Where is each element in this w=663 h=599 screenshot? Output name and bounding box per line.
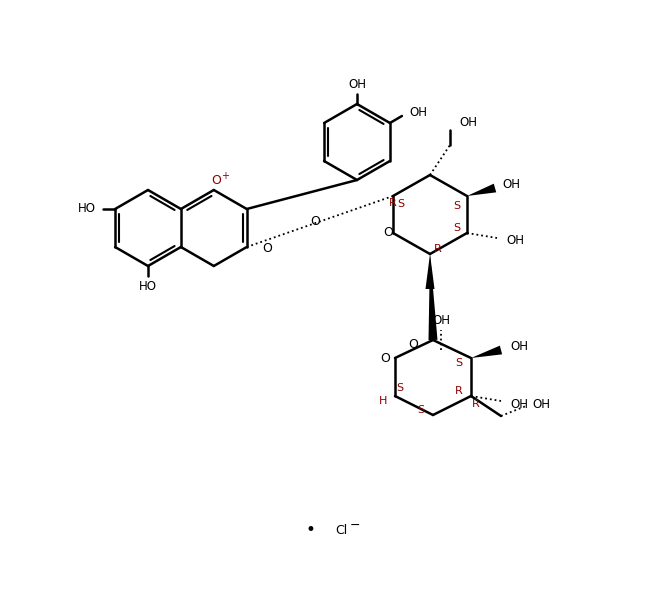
Text: OH: OH (459, 116, 477, 129)
Text: OH: OH (502, 177, 520, 190)
Text: O: O (408, 338, 418, 352)
Text: O: O (380, 352, 390, 365)
Text: HO: HO (78, 202, 96, 216)
Text: −: − (350, 519, 360, 531)
Polygon shape (428, 254, 438, 340)
Text: O: O (310, 215, 320, 228)
Text: S: S (418, 405, 424, 415)
Polygon shape (426, 254, 434, 289)
Text: OH: OH (510, 398, 528, 410)
Text: HO: HO (139, 280, 157, 292)
Text: O: O (262, 243, 272, 256)
Text: O: O (383, 226, 393, 240)
Text: R: R (472, 399, 480, 409)
Text: OH: OH (432, 313, 450, 326)
Text: OH: OH (409, 107, 427, 119)
Text: OH: OH (510, 340, 528, 352)
Text: S: S (397, 199, 404, 209)
Text: OH: OH (348, 77, 366, 90)
Text: H: H (379, 396, 387, 406)
Polygon shape (467, 184, 496, 196)
Text: OH: OH (532, 398, 550, 410)
Text: Cl: Cl (335, 524, 347, 537)
Text: •: • (305, 521, 315, 539)
Text: S: S (455, 358, 463, 368)
Polygon shape (471, 346, 502, 358)
Text: OH: OH (506, 234, 524, 247)
Text: S: S (453, 201, 461, 211)
Text: O: O (211, 174, 221, 187)
Text: S: S (453, 223, 461, 233)
Text: R: R (434, 244, 442, 254)
Text: +: + (221, 171, 229, 181)
Text: S: S (396, 383, 404, 393)
Text: R: R (389, 198, 397, 207)
Text: R: R (455, 386, 463, 396)
